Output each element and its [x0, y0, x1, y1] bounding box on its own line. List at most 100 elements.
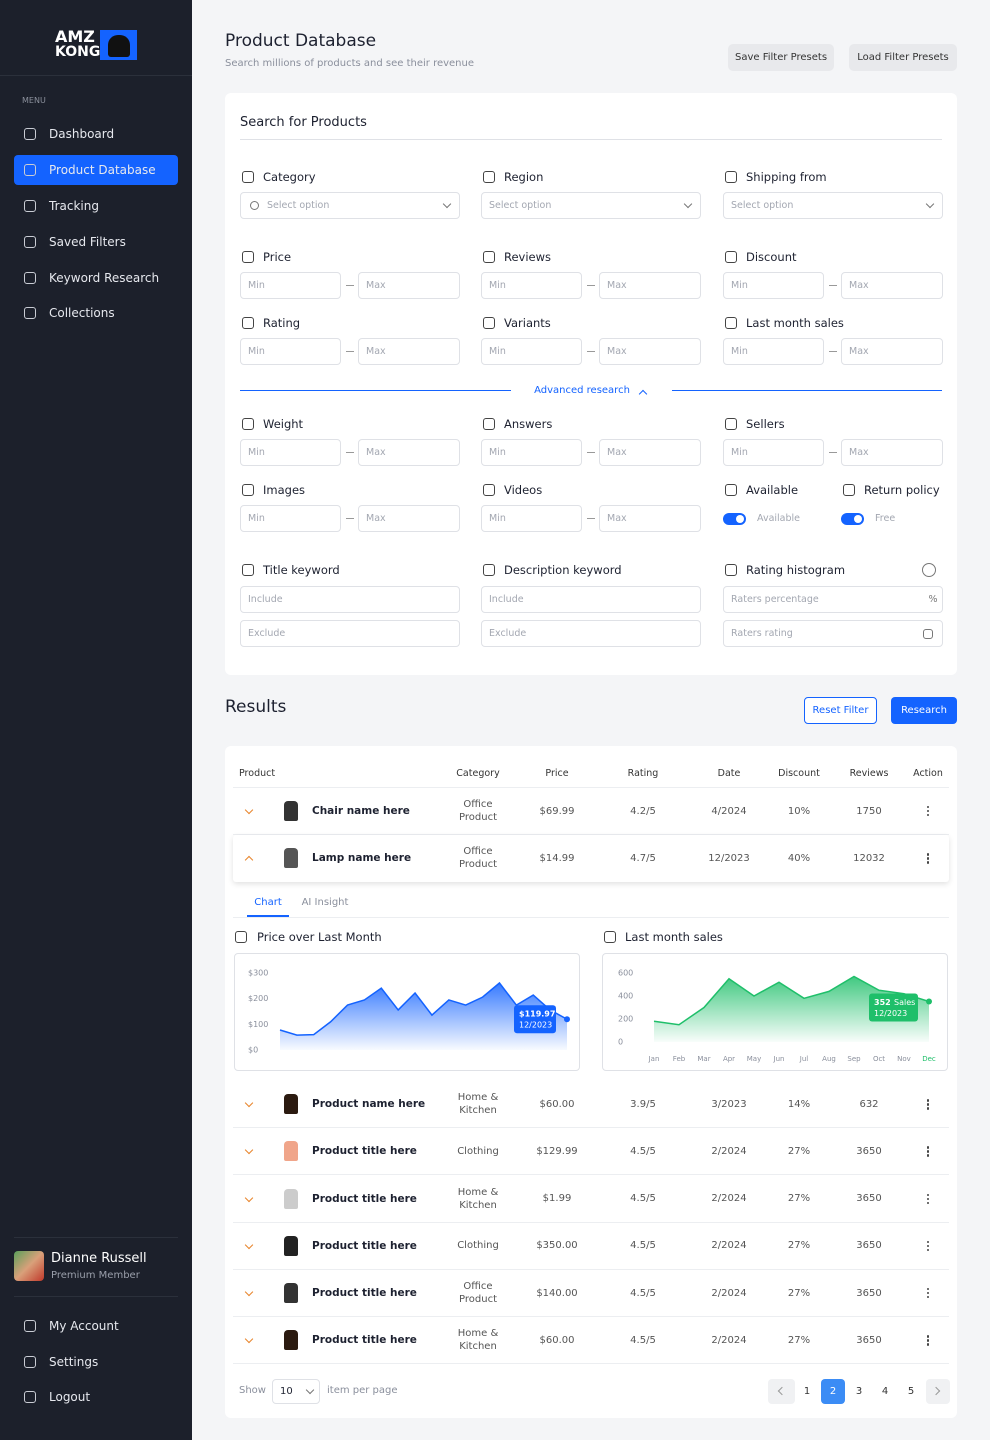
input[interactable]: [723, 272, 824, 299]
placeholder: Min: [731, 446, 748, 458]
cell: Home & Kitchen: [457, 1186, 499, 1211]
action-dot[interactable]: [927, 1244, 930, 1248]
input[interactable]: [240, 272, 341, 299]
column-header: Rating: [627, 768, 659, 779]
icon: [242, 251, 254, 263]
button-label[interactable]: Reset Filter: [812, 704, 869, 716]
tab[interactable]: AI Insight: [301, 897, 349, 908]
action-dot[interactable]: [927, 1343, 930, 1346]
page-number[interactable]: 2: [829, 1385, 837, 1397]
column-header: Category: [456, 768, 500, 779]
input[interactable]: [723, 586, 943, 613]
nav-item[interactable]: Logout: [49, 1390, 91, 1404]
input[interactable]: [240, 505, 341, 532]
action-dot[interactable]: [927, 1150, 930, 1153]
nav-item[interactable]: My Account: [49, 1319, 119, 1333]
action-dot[interactable]: [927, 810, 930, 813]
input[interactable]: [358, 439, 460, 466]
input[interactable]: [240, 620, 460, 647]
action-dot[interactable]: [927, 1292, 930, 1295]
button-label[interactable]: Research: [901, 704, 947, 716]
action-dot[interactable]: [927, 814, 930, 817]
action-dot[interactable]: [927, 1339, 930, 1342]
nav-item[interactable]: Tracking: [49, 199, 99, 213]
button[interactable]: [728, 44, 834, 71]
nav-item[interactable]: Saved Filters: [49, 235, 126, 249]
input[interactable]: [481, 439, 582, 466]
nav-item[interactable]: Settings: [49, 1355, 99, 1369]
page-number[interactable]: 3: [855, 1385, 863, 1397]
input[interactable]: [841, 439, 943, 466]
input[interactable]: [841, 272, 943, 299]
page-number[interactable]: 4: [881, 1385, 889, 1397]
input[interactable]: [481, 620, 701, 647]
input[interactable]: [723, 620, 943, 647]
input[interactable]: [481, 272, 582, 299]
action-dot[interactable]: [927, 1103, 930, 1106]
icon: [24, 1356, 36, 1368]
input[interactable]: [599, 338, 701, 365]
input[interactable]: [599, 439, 701, 466]
button[interactable]: [804, 697, 877, 724]
select[interactable]: [272, 1379, 320, 1404]
button-label[interactable]: Save Filter Presets: [734, 51, 828, 63]
nav-item[interactable]: Keyword Research: [49, 271, 160, 285]
field-label: Answers: [504, 417, 553, 431]
action-dot[interactable]: [927, 1240, 930, 1244]
input[interactable]: [240, 439, 341, 466]
page-prev[interactable]: [768, 1379, 795, 1404]
action-dot[interactable]: [927, 1146, 930, 1149]
button[interactable]: [891, 697, 957, 724]
nav-item[interactable]: Product Database: [49, 163, 156, 177]
page-next[interactable]: [926, 1379, 950, 1404]
nav-item[interactable]: Dashboard: [49, 127, 115, 141]
input[interactable]: [240, 586, 460, 613]
placeholder: Max: [607, 279, 627, 291]
action-dot[interactable]: [927, 1099, 930, 1102]
toggle-label: Free: [875, 513, 896, 524]
input[interactable]: [481, 586, 701, 613]
action-dot[interactable]: [927, 1201, 930, 1204]
input[interactable]: [723, 338, 824, 365]
thumbnail: [284, 848, 298, 869]
action-dot[interactable]: [927, 1248, 930, 1252]
action-dot[interactable]: [927, 1335, 930, 1338]
divider: [233, 1363, 949, 1365]
input[interactable]: [841, 338, 943, 365]
advanced-toggle[interactable]: Advanced research: [534, 385, 630, 396]
action-dot[interactable]: [927, 806, 930, 809]
input[interactable]: [599, 505, 701, 532]
action-dot[interactable]: [927, 1197, 930, 1200]
action-dot[interactable]: [927, 1154, 930, 1157]
input[interactable]: [358, 505, 460, 532]
page-number[interactable]: 1: [803, 1385, 811, 1397]
action-dot[interactable]: [927, 861, 930, 864]
input[interactable]: [358, 338, 460, 365]
input[interactable]: [723, 439, 824, 466]
input[interactable]: [723, 192, 943, 219]
action-dot[interactable]: [927, 857, 930, 860]
placeholder: Min: [489, 512, 506, 524]
action-dot[interactable]: [927, 853, 930, 856]
nav-item[interactable]: Collections: [49, 306, 115, 320]
action-dot[interactable]: [927, 1193, 930, 1196]
input[interactable]: [358, 272, 460, 299]
button-label[interactable]: Load Filter Presets: [857, 51, 949, 63]
input[interactable]: [599, 272, 701, 299]
action-dot[interactable]: [927, 1107, 930, 1110]
input[interactable]: [240, 192, 460, 219]
dash: [587, 285, 595, 286]
page-number[interactable]: 5: [907, 1385, 915, 1397]
placeholder: Max: [607, 345, 627, 357]
action-dot[interactable]: [927, 1288, 930, 1291]
input[interactable]: [240, 338, 341, 365]
tab[interactable]: Chart: [254, 897, 282, 908]
input[interactable]: [481, 192, 701, 219]
dash: [587, 452, 595, 453]
icon: [604, 931, 616, 943]
input[interactable]: [481, 338, 582, 365]
button[interactable]: [849, 44, 957, 71]
action-dot[interactable]: [927, 1296, 930, 1299]
input[interactable]: [481, 505, 582, 532]
page-active[interactable]: [821, 1379, 845, 1404]
